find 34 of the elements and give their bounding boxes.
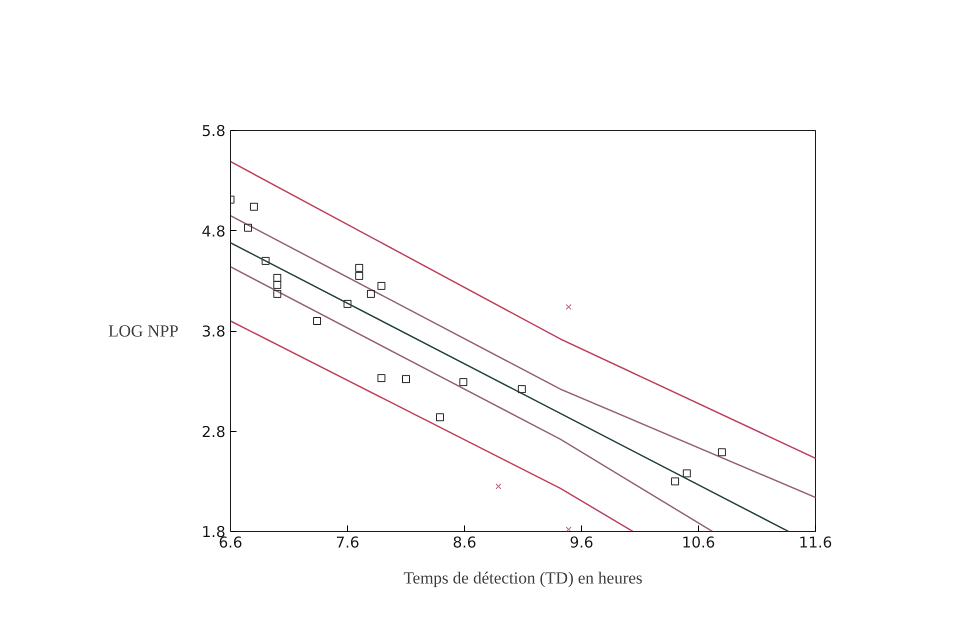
point xyxy=(262,256,270,265)
point xyxy=(250,202,258,211)
point xyxy=(436,413,444,422)
point xyxy=(273,274,282,282)
point xyxy=(273,280,282,289)
y-tick-label: 3.8 xyxy=(202,322,226,340)
x-tick-label: 9.6 xyxy=(570,534,594,552)
y-tick-label: 5.8 xyxy=(202,122,226,140)
y-axis-title: LOG NPP xyxy=(108,322,179,340)
point xyxy=(682,469,691,478)
point xyxy=(459,378,468,386)
point xyxy=(355,272,364,280)
point xyxy=(671,477,680,486)
point xyxy=(313,316,322,325)
x-tick-label: 11.6 xyxy=(798,534,832,552)
point xyxy=(518,385,526,394)
point xyxy=(718,448,726,456)
x-axis-title: Temps de détection (TD) en heures xyxy=(403,568,643,588)
point xyxy=(495,483,502,490)
x-tick-label: 10.6 xyxy=(682,534,716,552)
point xyxy=(355,264,364,272)
x-tick-label: 8.6 xyxy=(452,534,476,552)
point xyxy=(566,526,572,532)
point xyxy=(344,300,352,308)
y-tick-label: 2.8 xyxy=(202,422,226,441)
point xyxy=(244,224,252,232)
point xyxy=(402,375,410,384)
y-tick-label: 4.8 xyxy=(202,222,226,240)
point xyxy=(366,290,375,298)
point xyxy=(273,290,282,298)
point xyxy=(377,282,386,290)
x-tick-label: 7.6 xyxy=(336,534,360,552)
point xyxy=(377,374,386,382)
point xyxy=(566,304,572,310)
